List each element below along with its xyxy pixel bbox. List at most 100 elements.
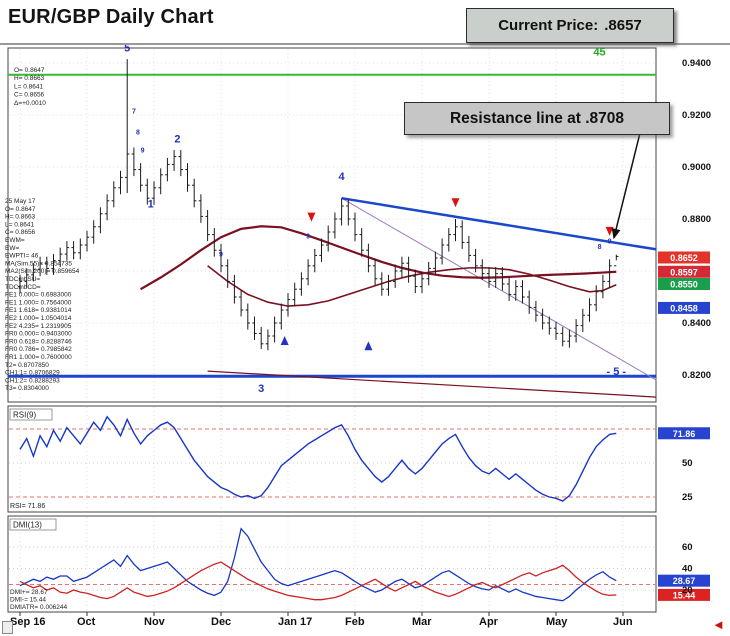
indicator-readout-line: 25 May 17 xyxy=(5,198,36,205)
indicator-readout-line: MA(Sim,55)= 0.854735 xyxy=(5,260,72,267)
buy-arrow-icon xyxy=(364,341,373,351)
scrollbar-box[interactable] xyxy=(2,621,13,634)
td-count-label: 9 xyxy=(306,234,310,241)
y-axis-label: 0.9200 xyxy=(682,110,711,121)
td-count-label: 8 xyxy=(598,244,602,251)
indicator-readout-line: MA2(Sim,200)= 0.859654 xyxy=(5,268,80,275)
current-price-box: Current Price: .8657 xyxy=(466,8,674,43)
wave-label: 3 xyxy=(258,383,264,395)
x-axis-label: May xyxy=(546,616,568,628)
indicator-readout-line: FR1 1.000= 0.7600000 xyxy=(5,354,72,361)
dmi-line-plus xyxy=(19,527,617,602)
x-axis-label: Sep 16 xyxy=(10,616,45,628)
rsi-readout: RSI= 71.86 xyxy=(10,503,45,510)
svg-text:0.8550: 0.8550 xyxy=(670,280,698,290)
svg-text:28.67: 28.67 xyxy=(673,576,696,586)
sell-arrow-icon xyxy=(451,198,460,208)
y-axis-label: 0.9000 xyxy=(682,162,711,173)
ohlc-readout-line: O= 0.8647 xyxy=(14,67,45,74)
buy-arrow-icon xyxy=(280,336,289,345)
resistance-callout: Resistance line at .8708 xyxy=(404,102,670,135)
wave-label: - 5 - xyxy=(607,366,627,378)
indicator-readout-line: FR0 0.618= 0.8288746 xyxy=(5,338,72,345)
x-axis-label: Apr xyxy=(479,616,499,628)
indicator-readout-line: FE1 1.000= 0.7564000 xyxy=(5,299,72,306)
price-badge xyxy=(658,278,710,290)
indicator-readout-line: T2= 0.8707850 xyxy=(5,362,49,369)
current-price-value: .8657 xyxy=(604,17,642,34)
svg-text:50: 50 xyxy=(682,458,693,469)
price-badge xyxy=(658,301,710,314)
y-axis-label: 0.8400 xyxy=(682,318,711,329)
y-axis-label: 0.9400 xyxy=(682,58,711,69)
ohlc-readout-line: Δ=+0.0010 xyxy=(14,100,46,107)
price-badges: 0.8652 0.8597 0.8550 0.8458 71.86 28.67 15.44 xyxy=(658,251,710,601)
wave-label: 2 xyxy=(174,133,180,145)
td-count-label: 9 xyxy=(141,148,145,155)
wave-label: 5 xyxy=(124,42,130,54)
x-axis-label: Mar xyxy=(412,616,432,628)
y-axis-label: 0.8800 xyxy=(682,214,711,225)
svg-text:25: 25 xyxy=(682,492,693,503)
rsi-panel: 50 25 RSI(9) RSI= 71.86 xyxy=(9,408,693,510)
svg-text:20: 20 xyxy=(682,585,693,596)
td-count-label: 7 xyxy=(132,109,136,116)
price-badge xyxy=(658,265,710,278)
overlay-lines xyxy=(8,73,657,398)
dmi-readout-line: DMIATR= 0.006244 xyxy=(10,604,68,611)
x-axis-label: Feb xyxy=(345,616,365,628)
indicator-readout-line: T3= 0.8304000 xyxy=(5,385,49,392)
ohlc-readout-line: L= 0.8641 xyxy=(14,83,43,90)
indicator-readout-line: TDCmbSU= xyxy=(5,276,40,283)
page-title: EUR/GBP Daily Chart xyxy=(8,6,214,28)
candles xyxy=(17,59,619,351)
x-axis-label: Jun xyxy=(613,616,633,628)
ma-55-line xyxy=(207,265,617,307)
indicator-readout-line: L= 0.8641 xyxy=(5,221,34,228)
price-badge xyxy=(658,251,710,264)
y-axis-label: 0.8200 xyxy=(682,370,711,381)
svg-text:71.86: 71.86 xyxy=(673,429,696,439)
indicator-readout-line: FE1 0.000= 0.6983000 xyxy=(5,292,72,299)
wave-label: 45 xyxy=(593,47,605,59)
wave-label: 4 xyxy=(339,171,346,183)
axis-labels: Sep 16 Oct Nov Dec Jan 17 Feb Mar Apr May Jun 0.94… xyxy=(10,58,711,628)
price-badge xyxy=(658,427,710,440)
price-badge xyxy=(658,574,710,587)
indicator-readout-line: O= 0.8647 xyxy=(5,206,36,213)
td-count-label: 9 xyxy=(219,252,223,259)
sell-arrow-icon xyxy=(307,212,316,222)
dmi-readout-line: DMI-= 15.44 xyxy=(10,597,46,604)
sell-arrow-icon xyxy=(605,226,614,236)
dmi-readout-line: DMI+= 28.67 xyxy=(10,589,48,596)
ma-200-line xyxy=(140,225,617,291)
indicator-readout-line: FE2 1.000= 1.0504014 xyxy=(5,315,72,322)
scroll-left-arrow-icon[interactable]: ◄ xyxy=(712,617,725,632)
x-axis-label: Dec xyxy=(211,616,231,628)
dmi-line-minus xyxy=(19,561,617,601)
wave-label: 1 xyxy=(148,198,154,210)
price-badge xyxy=(658,588,710,601)
indicator-readout-line: CH1:1= 0.8706829 xyxy=(5,370,60,377)
resistance-callout-text: Resistance line at .8708 xyxy=(449,109,625,127)
x-axis-label: Jan 17 xyxy=(278,616,312,628)
callout-arrow xyxy=(611,132,641,240)
svg-text:0.8597: 0.8597 xyxy=(670,267,698,277)
indicator-readout-line: C= 0.8656 xyxy=(5,229,36,236)
maroon-diagonal-line xyxy=(207,370,657,398)
dmi-panel-label: DMI(13) xyxy=(13,521,42,530)
svg-text:0.8652: 0.8652 xyxy=(670,253,698,263)
x-axis-label: Nov xyxy=(144,616,166,628)
indicator-readout-line: EWM= xyxy=(5,237,25,244)
current-price-label: Current Price: xyxy=(498,17,599,34)
td-count-label: 9 xyxy=(608,239,612,246)
ohlc-readout-line: C= 0.8656 xyxy=(14,92,45,99)
indicator-readout-line: H= 0.8663 xyxy=(5,214,36,221)
svg-text:0.8458: 0.8458 xyxy=(670,303,698,313)
rsi-panel-label: RSI(9) xyxy=(13,411,36,420)
indicator-readout-line: FR0 0.000= 0.9403000 xyxy=(5,331,72,338)
